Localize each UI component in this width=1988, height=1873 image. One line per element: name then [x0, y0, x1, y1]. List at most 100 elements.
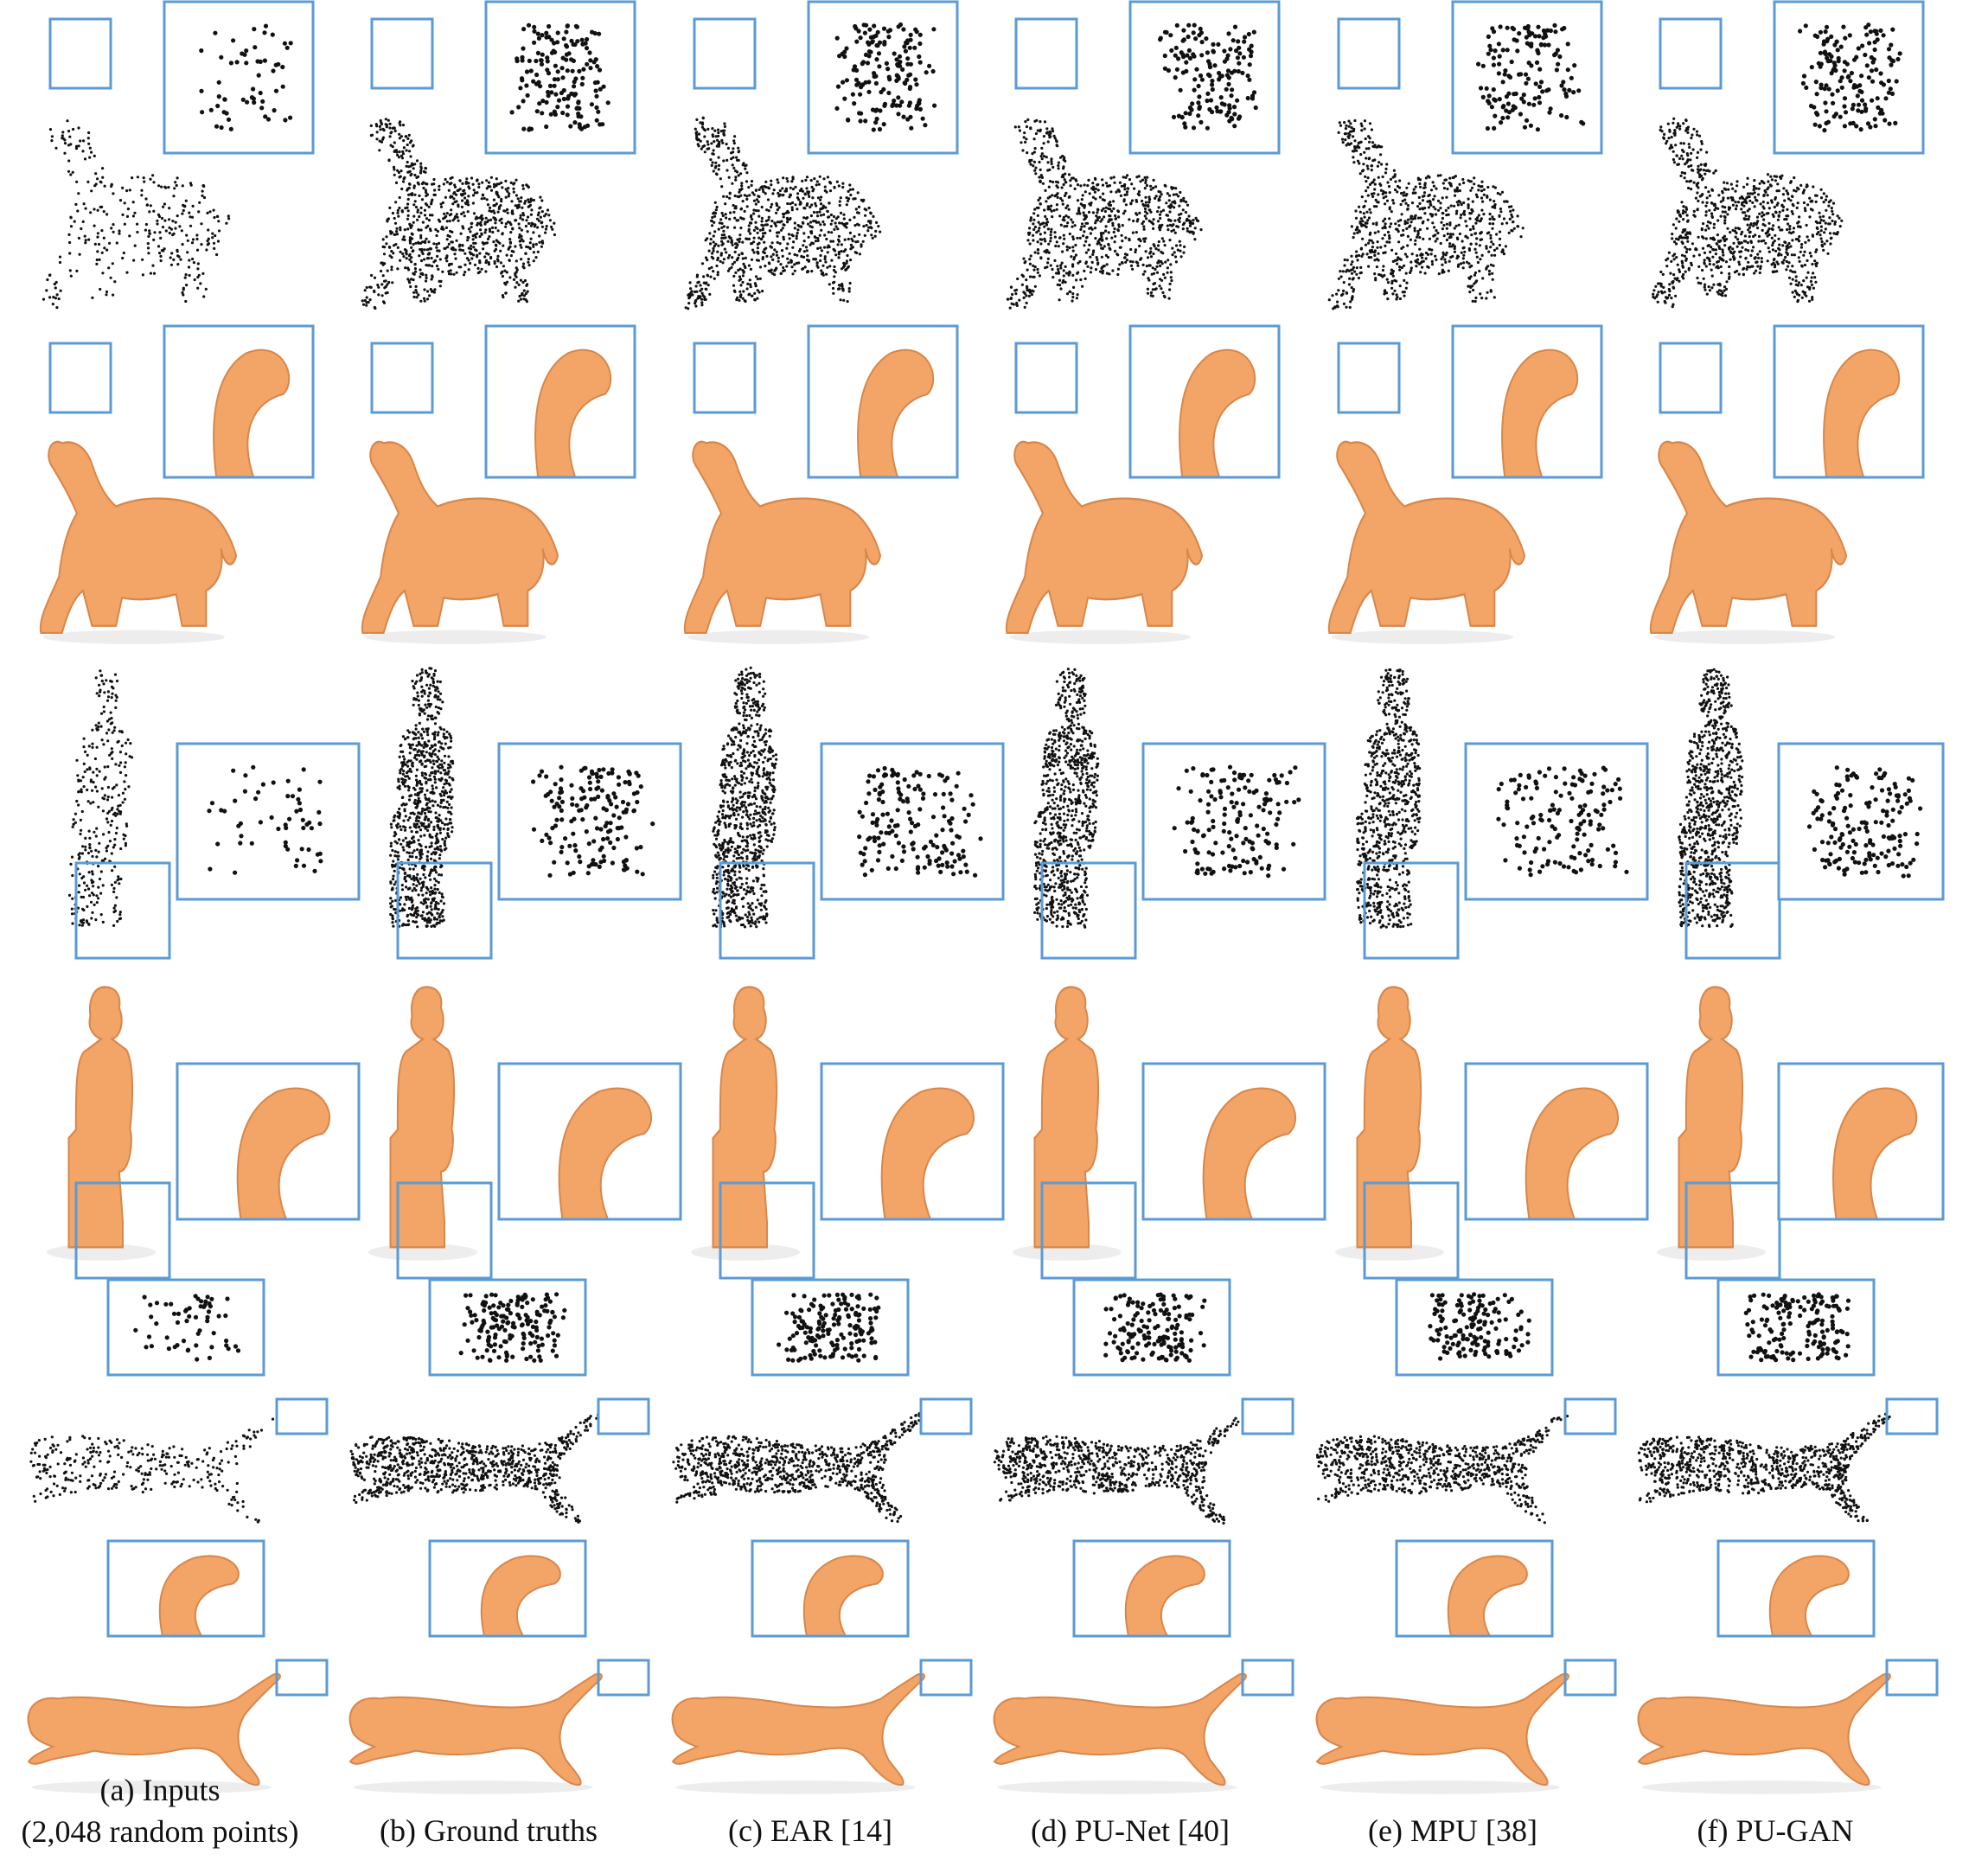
point	[467, 268, 470, 272]
point	[1825, 208, 1828, 212]
point	[514, 245, 517, 248]
point	[420, 247, 424, 252]
point	[694, 127, 697, 131]
point	[1407, 182, 1410, 185]
point	[1075, 297, 1078, 300]
point	[1445, 222, 1448, 226]
inset-point	[1196, 113, 1201, 118]
inset-point	[560, 110, 566, 116]
point	[750, 180, 754, 183]
point	[517, 203, 521, 207]
point	[518, 233, 521, 237]
point	[1152, 178, 1155, 182]
inset-point	[1499, 120, 1504, 125]
point	[1335, 292, 1339, 296]
point	[1157, 226, 1161, 229]
point	[1364, 137, 1367, 141]
point	[1163, 295, 1167, 299]
inset-point	[897, 54, 903, 59]
point	[1476, 219, 1480, 222]
point	[1798, 215, 1801, 219]
point	[783, 212, 786, 216]
point	[1819, 215, 1822, 219]
point	[782, 235, 785, 239]
point	[388, 206, 392, 209]
inset-point	[1187, 111, 1192, 117]
point	[758, 277, 762, 280]
point	[202, 195, 207, 200]
point	[756, 246, 760, 250]
point	[196, 267, 200, 271]
point	[143, 180, 146, 183]
inset-point	[540, 99, 546, 104]
point	[385, 124, 389, 127]
point	[1712, 283, 1716, 286]
point	[125, 189, 129, 193]
point	[96, 235, 99, 239]
point	[757, 188, 761, 191]
point	[816, 196, 821, 200]
inset-point	[1517, 31, 1522, 36]
point	[1692, 181, 1696, 184]
point	[1178, 204, 1181, 208]
point	[481, 181, 484, 184]
point	[1773, 205, 1776, 209]
point	[393, 216, 396, 221]
point	[1058, 156, 1063, 159]
point	[1145, 183, 1148, 188]
point	[1699, 148, 1703, 151]
point	[801, 267, 804, 271]
inset-point	[877, 40, 883, 45]
point	[98, 258, 101, 261]
point	[1458, 232, 1461, 236]
point	[63, 138, 67, 142]
inset-point	[1569, 75, 1574, 80]
inset-point	[521, 126, 527, 131]
point	[1793, 176, 1796, 180]
inset-point	[853, 23, 858, 29]
point	[128, 234, 131, 238]
point	[489, 256, 493, 260]
point	[373, 276, 377, 279]
point	[1738, 263, 1742, 266]
point	[1355, 266, 1358, 270]
point	[519, 297, 523, 301]
cell-elephant-points-ground-truths	[361, 118, 557, 310]
point	[754, 221, 757, 224]
inset-point	[917, 32, 923, 37]
inset-point	[1225, 68, 1231, 74]
point	[1384, 191, 1388, 195]
point	[467, 227, 471, 231]
point	[760, 220, 764, 223]
point	[783, 189, 787, 193]
inset-point	[579, 37, 585, 42]
point	[1379, 153, 1383, 157]
point	[1402, 228, 1405, 232]
point	[731, 262, 734, 266]
inset-point	[873, 120, 879, 125]
point	[1414, 185, 1417, 189]
point	[99, 205, 102, 209]
point	[1067, 215, 1071, 219]
point	[1373, 231, 1377, 234]
point	[1769, 184, 1773, 188]
point	[1086, 183, 1090, 188]
point	[702, 275, 706, 278]
point	[1396, 259, 1399, 262]
point	[478, 252, 482, 255]
inset-point	[917, 60, 923, 65]
point	[820, 249, 824, 253]
point	[728, 253, 732, 257]
point	[1470, 186, 1474, 189]
point	[169, 227, 173, 231]
point	[1075, 278, 1078, 282]
point	[1436, 208, 1441, 212]
point	[830, 231, 834, 234]
point	[412, 203, 416, 207]
point	[96, 208, 99, 212]
point	[1409, 214, 1413, 218]
point	[1731, 228, 1735, 232]
point	[387, 280, 391, 284]
point	[1678, 157, 1682, 160]
point	[811, 196, 815, 200]
